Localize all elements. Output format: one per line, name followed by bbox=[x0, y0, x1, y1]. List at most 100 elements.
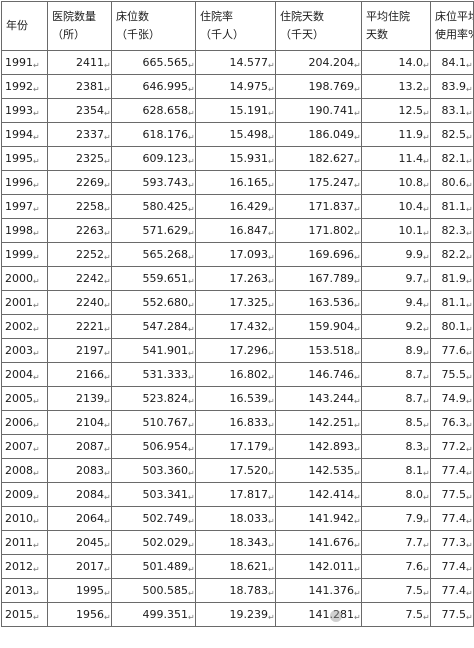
paragraph-mark-icon: ↵ bbox=[33, 468, 40, 478]
paragraph-mark-icon: ↵ bbox=[104, 204, 111, 214]
cell-value: 1993 bbox=[5, 103, 33, 117]
cell-value: 531.333 bbox=[142, 367, 189, 381]
cell-days: 182.627↵ bbox=[275, 146, 362, 171]
cell-value: 17.817 bbox=[229, 487, 269, 501]
paragraph-mark-icon: ↵ bbox=[354, 372, 361, 382]
paragraph-mark-icon: ↵ bbox=[423, 60, 430, 70]
cell-occupancy: 82.2↵ bbox=[430, 242, 474, 267]
paragraph-mark-icon: ↵ bbox=[423, 492, 430, 502]
cell-avg-stay: 8.9↵ bbox=[361, 338, 431, 363]
cell-value: 2252 bbox=[76, 247, 104, 261]
paragraph-mark-icon: ↵ bbox=[466, 300, 473, 310]
cell-value: 9.4 bbox=[405, 295, 424, 309]
cell-value: 503.341 bbox=[142, 487, 189, 501]
paragraph-mark-icon: ↵ bbox=[268, 372, 275, 382]
cell-hospitals: 2197↵ bbox=[47, 338, 112, 363]
paragraph-mark-icon: ↵ bbox=[354, 540, 361, 550]
paragraph-mark-icon: ↵ bbox=[104, 468, 111, 478]
cell-value: 503.360 bbox=[142, 463, 189, 477]
cell-value: 8.0 bbox=[405, 487, 424, 501]
paragraph-mark-icon: ↵ bbox=[104, 84, 111, 94]
cell-occupancy: 83.1↵ bbox=[430, 98, 474, 123]
cell-days: 175.247↵ bbox=[275, 170, 362, 195]
paragraph-mark-icon: ↵ bbox=[466, 132, 473, 142]
paragraph-mark-icon: ↵ bbox=[268, 228, 275, 238]
cell-value: 2381 bbox=[76, 79, 104, 93]
paragraph-mark-icon: ↵ bbox=[466, 84, 473, 94]
cell-value: 2242 bbox=[76, 271, 104, 285]
cell-value: 559.651 bbox=[142, 271, 189, 285]
cell-value: 9.7 bbox=[405, 271, 424, 285]
paragraph-mark-icon: ↵ bbox=[268, 324, 275, 334]
cell-value: 7.5 bbox=[405, 583, 424, 597]
table-row: 2005↵ 2139↵ 523.824↵ 16.539↵ 143.244↵ 8.7↵ 74.… bbox=[1, 386, 474, 411]
cell-beds: 547.284↵ bbox=[111, 314, 196, 339]
cell-admission: 16.833↵ bbox=[195, 410, 276, 435]
paragraph-mark-icon: ↵ bbox=[268, 60, 275, 70]
paragraph-mark-icon: ↵ bbox=[188, 60, 195, 70]
cell-year: 2003↵ bbox=[1, 338, 48, 363]
cell-occupancy: 82.1↵ bbox=[430, 146, 474, 171]
cell-value: 16.429 bbox=[229, 199, 269, 213]
table-row: 2001↵ 2240↵ 552.680↵ 17.325↵ 163.536↵ 9.4↵ 81.… bbox=[1, 290, 474, 315]
cell-value: 2010 bbox=[5, 511, 33, 525]
paragraph-mark-icon: ↵ bbox=[104, 108, 111, 118]
paragraph-mark-icon: ↵ bbox=[33, 252, 40, 262]
cell-value: 18.033 bbox=[229, 511, 269, 525]
table-row: 1996↵ 2269↵ 593.743↵ 16.165↵ 175.247↵ 10.8↵ 80… bbox=[1, 170, 474, 195]
cell-days: 142.251↵ bbox=[275, 410, 362, 435]
header-cell: 住院率 （千人） bbox=[195, 1, 276, 51]
cell-hospitals: 2269↵ bbox=[47, 170, 112, 195]
cell-hospitals: 1956↵ bbox=[47, 602, 112, 627]
cell-value: 2017 bbox=[76, 559, 104, 573]
cell-value: 2337 bbox=[76, 127, 104, 141]
cell-year: 2005↵ bbox=[1, 386, 48, 411]
cell-value: 142.011 bbox=[308, 559, 355, 573]
cell-admission: 16.847↵ bbox=[195, 218, 276, 243]
cell-value: 2104 bbox=[76, 415, 104, 429]
cell-occupancy: 81.1↵ bbox=[430, 194, 474, 219]
paragraph-mark-icon: ↵ bbox=[423, 564, 430, 574]
cell-value: 17.520 bbox=[229, 463, 269, 477]
cell-value: 169.696 bbox=[308, 247, 355, 261]
cell-avg-stay: 7.5↵ bbox=[361, 602, 431, 627]
paragraph-mark-icon: ↵ bbox=[33, 180, 40, 190]
paragraph-mark-icon: ↵ bbox=[104, 156, 111, 166]
cell-value: 82.2 bbox=[441, 247, 467, 261]
header-cell: 年份 bbox=[1, 1, 48, 51]
cell-occupancy: 77.3↵ bbox=[430, 530, 474, 555]
paragraph-mark-icon: ↵ bbox=[423, 324, 430, 334]
table-row: 1992↵ 2381↵ 646.995↵ 14.975↵ 198.769↵ 13.2↵ 83… bbox=[1, 74, 474, 99]
table-row: 1995↵ 2325↵ 609.123↵ 15.931↵ 182.627↵ 11.4↵ 82… bbox=[1, 146, 474, 171]
paragraph-mark-icon: ↵ bbox=[188, 324, 195, 334]
header-sublabel: （千天） bbox=[280, 28, 324, 41]
paragraph-mark-icon: ↵ bbox=[354, 612, 361, 622]
cell-avg-stay: 8.7↵ bbox=[361, 386, 431, 411]
cell-beds: 609.123↵ bbox=[111, 146, 196, 171]
cell-occupancy: 74.9↵ bbox=[430, 386, 474, 411]
paragraph-mark-icon: ↵ bbox=[33, 372, 40, 382]
paragraph-mark-icon: ↵ bbox=[354, 348, 361, 358]
table-row: 1997↵ 2258↵ 580.425↵ 16.429↵ 171.837↵ 10.4↵ 81… bbox=[1, 194, 474, 219]
cell-value: 77.6 bbox=[441, 343, 467, 357]
cell-value: 16.539 bbox=[229, 391, 269, 405]
cell-value: 2008 bbox=[5, 463, 33, 477]
cell-value: 547.284 bbox=[142, 319, 189, 333]
cell-value: 628.658 bbox=[142, 103, 189, 117]
cell-value: 2009 bbox=[5, 487, 33, 501]
cell-admission: 16.429↵ bbox=[195, 194, 276, 219]
paragraph-mark-icon: ↵ bbox=[104, 396, 111, 406]
cell-avg-stay: 8.3↵ bbox=[361, 434, 431, 459]
paragraph-mark-icon: ↵ bbox=[354, 516, 361, 526]
cell-hospitals: 2087↵ bbox=[47, 434, 112, 459]
cell-value: 1994 bbox=[5, 127, 33, 141]
cell-occupancy: 76.3↵ bbox=[430, 410, 474, 435]
cell-occupancy: 84.1↵ bbox=[430, 50, 474, 75]
paragraph-mark-icon: ↵ bbox=[33, 420, 40, 430]
cell-occupancy: 77.4↵ bbox=[430, 554, 474, 579]
cell-days: 186.049↵ bbox=[275, 122, 362, 147]
cell-value: 142.893 bbox=[308, 439, 355, 453]
cell-beds: 571.629↵ bbox=[111, 218, 196, 243]
cell-value: 146.746 bbox=[308, 367, 355, 381]
cell-occupancy: 77.5↵ bbox=[430, 602, 474, 627]
